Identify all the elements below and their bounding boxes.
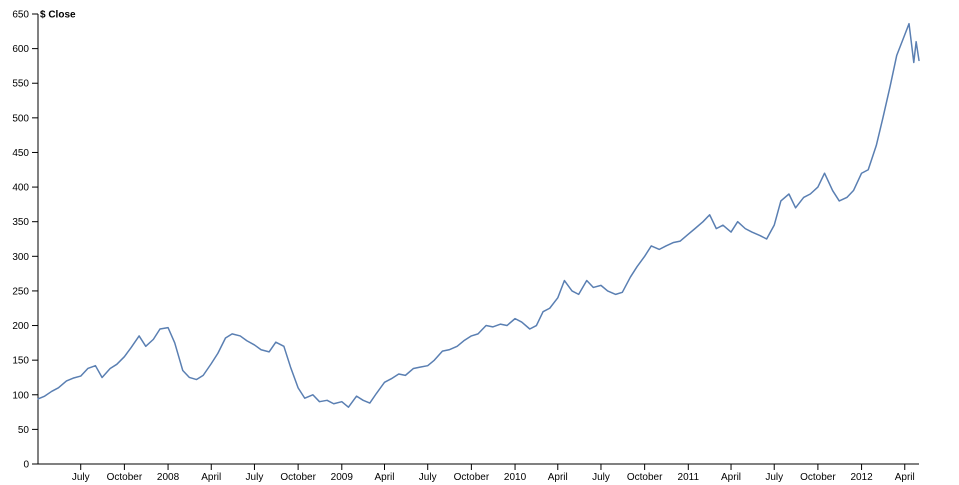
- y-tick-label: 250: [12, 286, 29, 297]
- y-tick-label: 600: [12, 44, 29, 55]
- x-tick-label: 2012: [850, 472, 873, 483]
- y-tick-label: 50: [18, 425, 30, 436]
- x-tick-label: July: [246, 472, 264, 483]
- y-axis: 0 50 100 150 200 250 300 350 400 450 500 550 600 650: [12, 10, 39, 471]
- x-tick-label: October: [800, 472, 836, 483]
- y-tick-label: 100: [12, 390, 29, 401]
- x-tick-label: July: [419, 472, 437, 483]
- x-tick-label: October: [280, 472, 316, 483]
- x-tick-label: April: [895, 472, 915, 483]
- x-axis: July October 2008 April July October 2009 April…: [38, 463, 919, 483]
- close-price-line: [37, 22, 920, 408]
- y-tick-label: 350: [12, 217, 29, 228]
- y-tick-label: 150: [12, 356, 29, 367]
- y-tick-label: 650: [12, 10, 29, 21]
- x-tick-label: April: [721, 472, 741, 483]
- x-tick-label: 2009: [331, 472, 354, 483]
- x-tick-label: April: [375, 472, 395, 483]
- x-tick-label: October: [107, 472, 143, 483]
- x-tick-label: 2011: [678, 472, 700, 483]
- y-tick-label: 200: [12, 321, 29, 332]
- y-tick-label: 500: [12, 113, 29, 124]
- y-tick-label: 550: [12, 79, 29, 90]
- y-axis-title: $ Close: [40, 10, 76, 21]
- y-tick-label: 0: [23, 460, 29, 471]
- x-tick-label: July: [592, 472, 610, 483]
- x-tick-label: October: [454, 472, 490, 483]
- x-tick-label: July: [72, 472, 90, 483]
- x-tick-label: 2008: [157, 472, 180, 483]
- y-tick-label: 400: [12, 183, 29, 194]
- x-tick-label: April: [201, 472, 221, 483]
- y-tick-label: 300: [12, 252, 29, 263]
- y-tick-label: 450: [12, 148, 29, 159]
- x-tick-label: 2010: [504, 472, 527, 483]
- x-tick-label: October: [627, 472, 663, 483]
- x-tick-label: July: [765, 472, 783, 483]
- x-tick-label: April: [548, 472, 568, 483]
